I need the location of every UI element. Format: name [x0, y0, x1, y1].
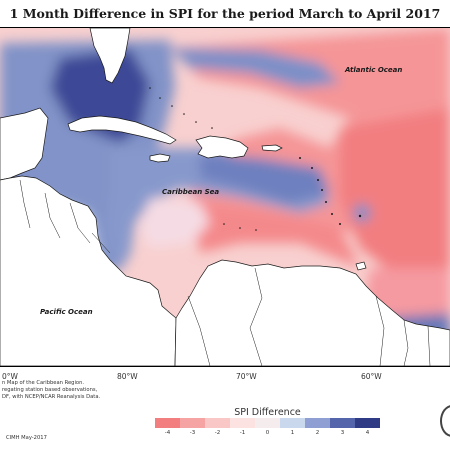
footer-credit: CIMH May-2017 — [6, 435, 47, 441]
legend-swatch — [155, 418, 180, 428]
border-line — [187, 295, 211, 366]
border-line — [427, 325, 431, 366]
border-line — [91, 232, 111, 254]
legend-swatch — [180, 418, 205, 428]
longitude-label-70w: 70°W — [236, 372, 257, 381]
longitude-label-80w: 80°W — [117, 372, 138, 381]
drier-area-venezuela-sea — [190, 203, 360, 268]
legend-tick-label: 4 — [365, 430, 370, 436]
legend-tick-label: -2 — [214, 430, 221, 436]
legend-tick-label: 3 — [340, 430, 345, 436]
border-line — [19, 179, 31, 229]
legend-swatch — [205, 418, 230, 428]
wetter-area-hispaniola — [200, 153, 330, 203]
drier-area-lesser-antilles — [340, 108, 450, 288]
small-islands — [149, 87, 362, 231]
legend-tick-labels: -4 -3 -2 -1 0 1 2 3 4 — [155, 430, 380, 440]
legend-tick-label: -3 — [189, 430, 196, 436]
land-florida — [89, 28, 131, 84]
island-dot — [321, 189, 323, 191]
land-trinidad — [355, 261, 367, 271]
island-dot — [211, 127, 213, 129]
land-jamaica — [149, 153, 171, 163]
border-line — [403, 319, 409, 366]
island-dot — [255, 229, 257, 231]
legend-tick-label: -1 — [239, 430, 246, 436]
land-central-america — [0, 175, 177, 366]
island-dot — [311, 167, 313, 169]
logo — [440, 405, 450, 437]
neutral-area-central — [140, 198, 210, 248]
longitude-label-60w: 60°W — [361, 372, 382, 381]
island-dot — [159, 97, 161, 99]
legend-tick-label: 2 — [315, 430, 320, 436]
legend-swatch — [280, 418, 305, 428]
legend-tick-label: 0 — [265, 430, 270, 436]
wetter-area-trinidad — [353, 204, 371, 222]
longitude-label-90w: 0°W — [2, 372, 18, 381]
island-dot — [325, 201, 327, 203]
island-dot — [317, 179, 319, 181]
island-dot — [183, 113, 185, 115]
island-dot — [149, 87, 151, 89]
border-line — [44, 192, 61, 239]
legend-tick-label: 1 — [290, 430, 295, 436]
landmasses — [0, 28, 450, 366]
wetter-area-bahamas — [170, 48, 340, 88]
border-line — [249, 267, 263, 366]
island-dot — [299, 157, 301, 159]
island-dot — [239, 227, 241, 229]
island-dot — [223, 223, 225, 225]
border-line — [69, 202, 91, 244]
island-dot — [339, 223, 341, 225]
land-cuba — [67, 115, 177, 145]
atlantic-ocean-label: Atlantic Ocean — [345, 66, 403, 74]
legend-swatch — [255, 418, 280, 428]
pacific-ocean-label: Pacific Ocean — [40, 308, 93, 316]
legend-tick-label: -4 — [164, 430, 171, 436]
credits-text: n Map of the Caribbean Region. regating … — [2, 380, 152, 402]
land-south-america — [174, 259, 450, 366]
island-dot — [195, 121, 197, 123]
legend-swatch — [305, 418, 330, 428]
land-puerto-rico — [261, 144, 283, 152]
credits-line: n Map of the Caribbean Region. — [2, 380, 85, 386]
caribbean-sea-label: Caribbean Sea — [162, 188, 220, 196]
land-hispaniola — [195, 135, 249, 159]
country-borders — [19, 179, 431, 366]
map-title: 1 Month Difference in SPI for the period… — [9, 6, 441, 21]
island-dot — [358, 214, 362, 218]
island-dot — [171, 105, 173, 107]
legend-color-bar — [155, 418, 380, 428]
credits-line: regating station based observations, — [2, 387, 98, 394]
legend-swatch — [230, 418, 255, 428]
legend-swatch — [355, 418, 380, 428]
legend-title: SPI Difference — [234, 407, 301, 418]
island-dot — [331, 213, 333, 215]
border-line — [375, 295, 385, 366]
spi-map: Atlantic Ocean Caribbean Sea Pacific Oce… — [0, 27, 450, 367]
credits-line: DF, with NCEP/NCAR Reanalysis Data. — [2, 394, 101, 401]
legend-swatch — [330, 418, 355, 428]
